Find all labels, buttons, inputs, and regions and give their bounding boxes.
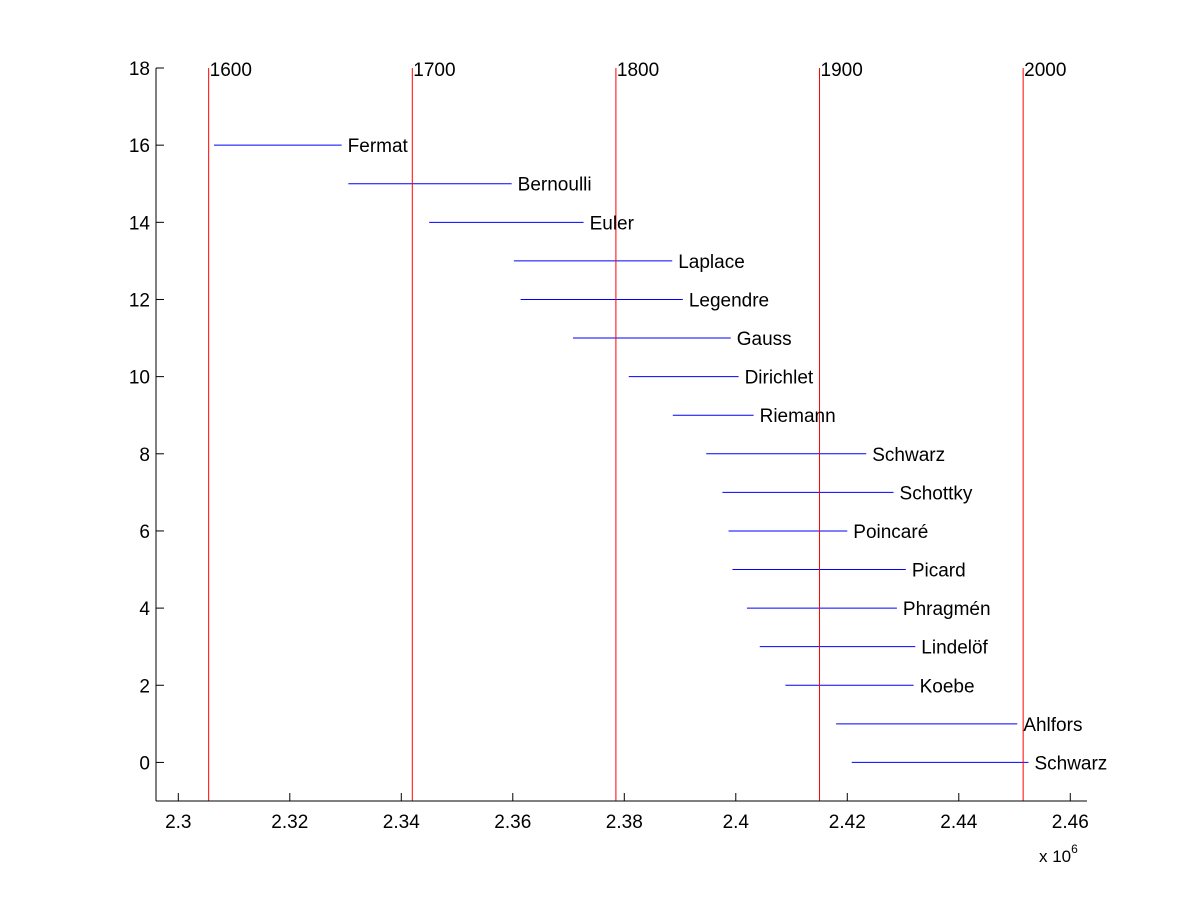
- y-tick-label: 8: [139, 445, 150, 466]
- year-marker-label: 2000: [1024, 60, 1066, 81]
- mathematician-label: Schwarz: [1034, 753, 1107, 774]
- x-tick-label: 2.46: [1052, 812, 1089, 833]
- mathematician-label: Schwarz: [872, 445, 945, 466]
- y-tick-label: 2: [139, 676, 150, 697]
- mathematician-label: Legendre: [689, 290, 769, 311]
- y-tick-label: 16: [129, 136, 150, 157]
- mathematician-label: Lindelöf: [921, 638, 988, 659]
- mathematician-label: Schottky: [900, 483, 973, 504]
- x-tick-label: 2.4: [723, 812, 750, 833]
- year-marker-label: 1700: [413, 60, 455, 81]
- mathematician-label: Riemann: [760, 406, 836, 427]
- y-tick-label: 6: [139, 522, 150, 543]
- lifespan-lines: [213, 144, 1029, 763]
- y-axis-ticks: 0 2 4 6 8 10 12 14 16 18: [129, 59, 164, 774]
- century-markers: [208, 68, 1024, 801]
- x-axis-ticks: 2.3 2.32 2.34 2.36 2.38 2.4 2.42 2.44 2.46: [165, 793, 1089, 833]
- year-marker-label: 1600: [210, 60, 252, 81]
- mathematician-label: Euler: [590, 213, 635, 234]
- year-marker-label: 1800: [617, 60, 659, 81]
- mathematician-label: Bernoulli: [518, 175, 592, 196]
- x-tick-label: 2.38: [606, 812, 643, 833]
- x-tick-label: 2.44: [940, 812, 977, 833]
- y-tick-label: 14: [129, 213, 151, 234]
- x-axis-multiplier: x 106: [1039, 842, 1078, 866]
- x-tick-label: 2.3: [165, 812, 191, 833]
- mathematician-label: Ahlfors: [1023, 715, 1082, 736]
- year-labels: 1600 1700 1800 1900 2000: [210, 60, 1067, 81]
- axes: [155, 68, 1087, 802]
- x-tick-label: 2.36: [494, 812, 531, 833]
- x-axis-multiplier-base: x 10: [1039, 847, 1071, 866]
- x-axis-multiplier-exponent: 6: [1071, 842, 1078, 856]
- mathematician-label: Phragmén: [903, 599, 991, 620]
- x-tick-label: 2.34: [383, 812, 420, 833]
- y-tick-label: 18: [129, 59, 150, 80]
- mathematician-label: Poincaré: [853, 522, 928, 543]
- y-tick-label: 12: [129, 290, 150, 311]
- y-tick-label: 10: [129, 368, 150, 389]
- mathematician-label: Picard: [912, 561, 966, 582]
- mathematician-label: Koebe: [920, 676, 975, 697]
- y-tick-label: 0: [139, 753, 150, 774]
- mathematician-label: Gauss: [737, 329, 792, 350]
- x-tick-label: 2.32: [271, 812, 308, 833]
- mathematician-label: Dirichlet: [745, 368, 814, 389]
- name-labels: Fermat Bernoulli Euler Laplace Legendre Gauss…: [348, 136, 1108, 774]
- y-tick-label: 4: [139, 599, 150, 620]
- mathematician-label: Laplace: [678, 252, 745, 273]
- x-tick-label: 2.42: [829, 812, 866, 833]
- mathematician-label: Fermat: [348, 136, 409, 157]
- year-marker-label: 1900: [821, 60, 863, 81]
